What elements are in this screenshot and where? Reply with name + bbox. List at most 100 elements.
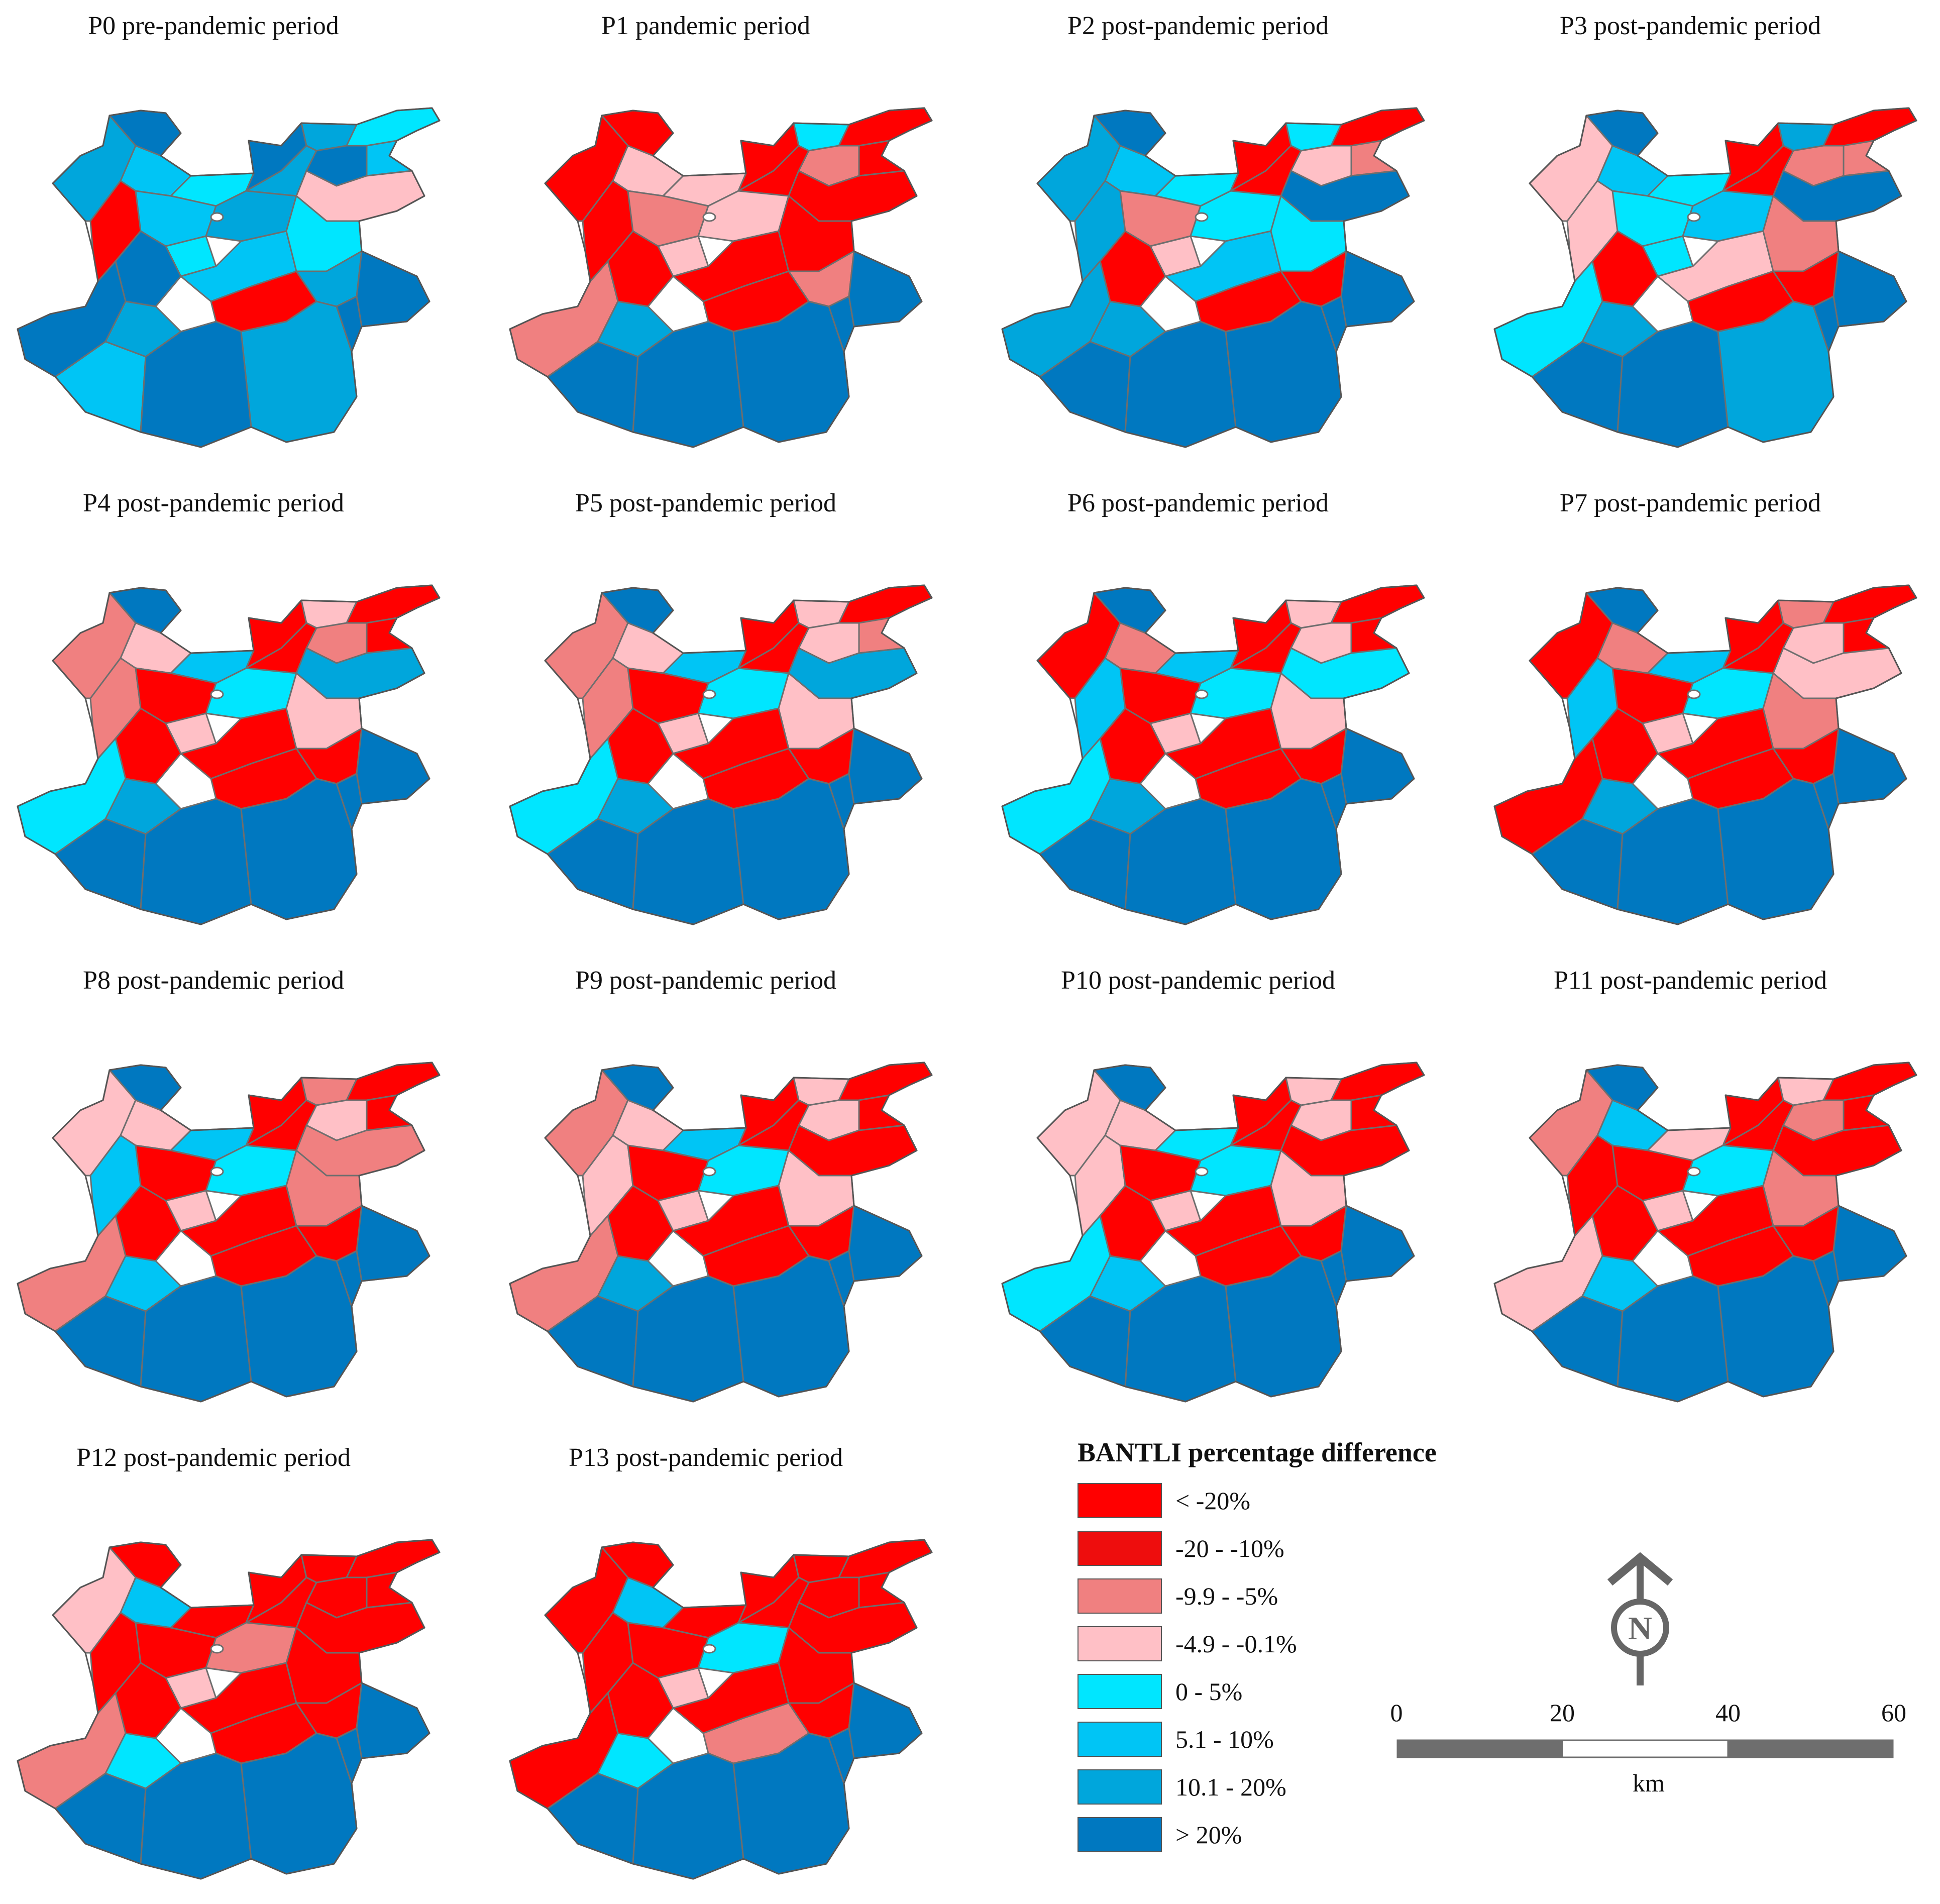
- map-panel-12: P12 post-pandemic period: [0, 1432, 441, 1904]
- panel-title: P3 post-pandemic period: [1560, 12, 1821, 40]
- district-region: [366, 1571, 413, 1609]
- city-centre-hole: [1687, 689, 1701, 699]
- map-panel-7: P7 post-pandemic period: [1477, 477, 1917, 949]
- map-panel-4: P4 post-pandemic period: [0, 477, 441, 949]
- district-region: [1843, 140, 1890, 177]
- district-region: [858, 617, 905, 654]
- district-region: [848, 250, 923, 328]
- panel-title: P7 post-pandemic period: [1560, 489, 1821, 517]
- city-centre-hole: [702, 1167, 716, 1177]
- choropleth-map: [509, 107, 933, 448]
- scale-bar: 0 20 40 60 km: [1390, 1698, 1907, 1799]
- district-region: [1833, 727, 1907, 805]
- district-region: [1843, 617, 1890, 654]
- district-region: [1843, 1094, 1890, 1131]
- district-region: [366, 140, 413, 177]
- choropleth-map: [17, 584, 441, 925]
- panel-title: P8 post-pandemic period: [83, 966, 344, 995]
- choropleth-map: [509, 584, 933, 925]
- district-region: [366, 617, 413, 654]
- study-area-outline: [17, 1062, 441, 1403]
- panel-title: P5 post-pandemic period: [575, 489, 836, 517]
- choropleth-map: [17, 1062, 441, 1403]
- district-region: [1833, 250, 1907, 328]
- study-area-outline: [509, 584, 933, 925]
- panel-title: P1 pandemic period: [601, 12, 810, 40]
- legend-swatch: [1077, 1578, 1162, 1614]
- panel-title: P4 post-pandemic period: [83, 489, 344, 517]
- map-panel-2: P2 post-pandemic period: [985, 0, 1425, 472]
- district-region: [356, 1205, 430, 1282]
- map-legend: BANTLI percentage difference < -20% -20 -…: [1077, 1427, 1530, 1859]
- panel-title: P2 post-pandemic period: [1067, 12, 1329, 40]
- legend-item: -20 - -10%: [1077, 1531, 1379, 1568]
- choropleth-map: [1493, 584, 1917, 925]
- district-region: [848, 727, 923, 805]
- legend-swatch: [1077, 1483, 1162, 1518]
- map-panel-6: P6 post-pandemic period: [985, 477, 1425, 949]
- city-centre-hole: [702, 1644, 716, 1654]
- scale-segment-1: [1396, 1739, 1563, 1758]
- study-area-outline: [509, 107, 933, 448]
- district-region: [1350, 140, 1397, 177]
- district-region: [858, 140, 905, 177]
- legend-label: 5.1 - 10%: [1175, 1725, 1274, 1753]
- district-region: [356, 1682, 430, 1759]
- study-area-outline: [17, 107, 441, 448]
- legend-label: < -20%: [1175, 1487, 1250, 1515]
- panel-title: P6 post-pandemic period: [1067, 489, 1329, 517]
- legend-label: -20 - -10%: [1175, 1534, 1284, 1562]
- scale-tick-20: 20: [1550, 1699, 1575, 1727]
- panel-title: P10 post-pandemic period: [1061, 966, 1335, 995]
- map-panel-0: P0 pre-pandemic period: [0, 0, 441, 472]
- district-region: [1350, 1094, 1397, 1131]
- city-centre-hole: [1195, 1167, 1209, 1177]
- legend-swatch: [1077, 1722, 1162, 1757]
- map-panel-1: P1 pandemic period: [492, 0, 933, 472]
- panel-title: P12 post-pandemic period: [76, 1443, 351, 1472]
- city-centre-hole: [1687, 212, 1701, 222]
- legend-item: 5.1 - 10%: [1077, 1722, 1379, 1759]
- district-region: [1340, 727, 1415, 805]
- study-area-outline: [509, 1062, 933, 1403]
- legend-swatch: [1077, 1626, 1162, 1661]
- district-region: [858, 1571, 905, 1609]
- study-area-outline: [1001, 107, 1425, 448]
- district-region: [1350, 617, 1397, 654]
- panel-title: P11 post-pandemic period: [1554, 966, 1827, 995]
- city-centre-hole: [702, 689, 716, 699]
- legend-item: -9.9 - -5%: [1077, 1578, 1379, 1616]
- legend-label: 0 - 5%: [1175, 1677, 1243, 1706]
- north-arrow-label: N: [1628, 1610, 1652, 1647]
- map-panel-11: P11 post-pandemic period: [1477, 955, 1917, 1427]
- legend-label: -4.9 - -0.1%: [1175, 1630, 1297, 1658]
- district-region: [366, 1094, 413, 1131]
- legend-swatch: [1077, 1531, 1162, 1566]
- city-centre-hole: [702, 212, 716, 222]
- district-region: [848, 1205, 923, 1282]
- scale-tick-0: 0: [1390, 1699, 1403, 1727]
- north-arrow-icon: N: [1600, 1552, 1680, 1690]
- choropleth-map: [509, 1062, 933, 1403]
- district-region: [356, 727, 430, 805]
- city-centre-hole: [1687, 1167, 1701, 1177]
- study-area-outline: [1001, 584, 1425, 925]
- city-centre-hole: [210, 1167, 224, 1177]
- study-area-outline: [17, 1539, 441, 1880]
- choropleth-map: [17, 107, 441, 448]
- legend-label: -9.9 - -5%: [1175, 1582, 1278, 1610]
- choropleth-map: [1001, 584, 1425, 925]
- district-region: [356, 250, 430, 328]
- map-panel-10: P10 post-pandemic period: [985, 955, 1425, 1427]
- city-centre-hole: [1195, 212, 1209, 222]
- study-area-outline: [1493, 107, 1917, 448]
- study-area-outline: [1001, 1062, 1425, 1403]
- legend-swatch: [1077, 1769, 1162, 1805]
- legend-label: 10.1 - 20%: [1175, 1773, 1286, 1801]
- scale-tick-60: 60: [1881, 1699, 1906, 1727]
- map-panel-13: P13 post-pandemic period: [492, 1432, 933, 1904]
- legend-item: 10.1 - 20%: [1077, 1769, 1379, 1807]
- scale-segment-2: [1561, 1739, 1729, 1758]
- legend-swatch: [1077, 1817, 1162, 1852]
- choropleth-map: [1001, 1062, 1425, 1403]
